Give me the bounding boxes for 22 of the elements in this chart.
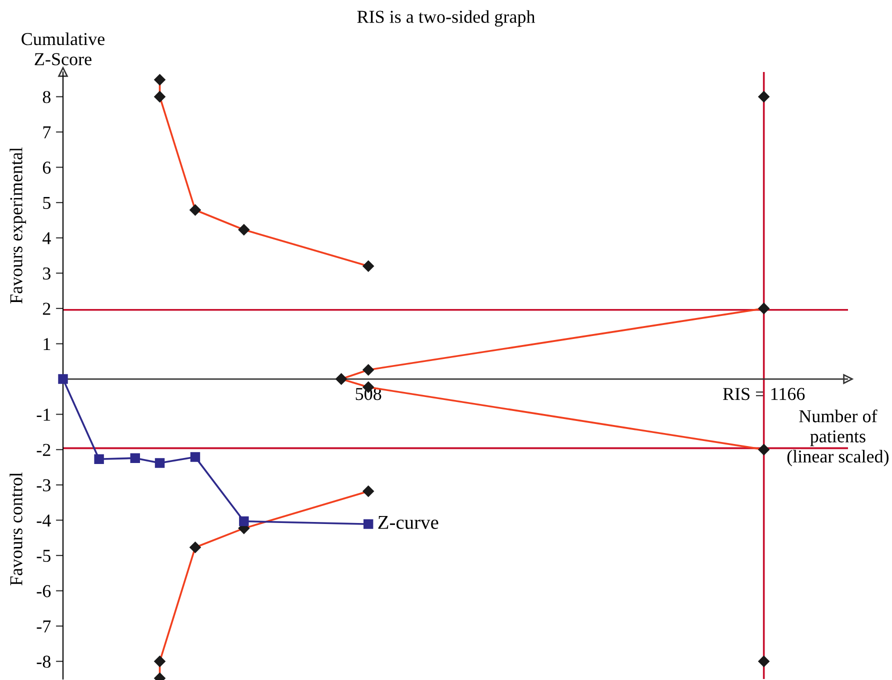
- y-tick-label: 8: [42, 90, 51, 104]
- y-tick-label: -7: [36, 620, 51, 632]
- y-tick-label: 4: [42, 232, 51, 244]
- y-tick-label: -3: [36, 479, 50, 492]
- y-tick-label: 2: [42, 302, 50, 315]
- y-tick-label: -2: [36, 444, 50, 456]
- y-tick-label: -5: [36, 550, 50, 562]
- y-tick-label: 6: [42, 162, 51, 174]
- y-tick-label: -8: [36, 656, 51, 668]
- x-axis-title: Number of patients (linear scaled): [787, 409, 889, 466]
- y-tick-label: -1: [36, 408, 50, 421]
- series-label: Z-curve: [378, 516, 438, 529]
- y-tick-label: 5: [43, 197, 50, 210]
- chart-title: RIS is a two-sided graph: [357, 10, 536, 27]
- y-tick-label: 7: [43, 126, 51, 138]
- text: Favours experimental: [10, 147, 26, 304]
- y-tick-label: 1: [44, 338, 50, 350]
- y-axis-title: Cumulative Z-Score: [22, 32, 104, 66]
- y-tick-label: -6: [36, 585, 51, 598]
- text: Favours control: [10, 472, 22, 586]
- y-tick-label: -4: [36, 514, 51, 526]
- y-tick-label: 3: [43, 267, 50, 280]
